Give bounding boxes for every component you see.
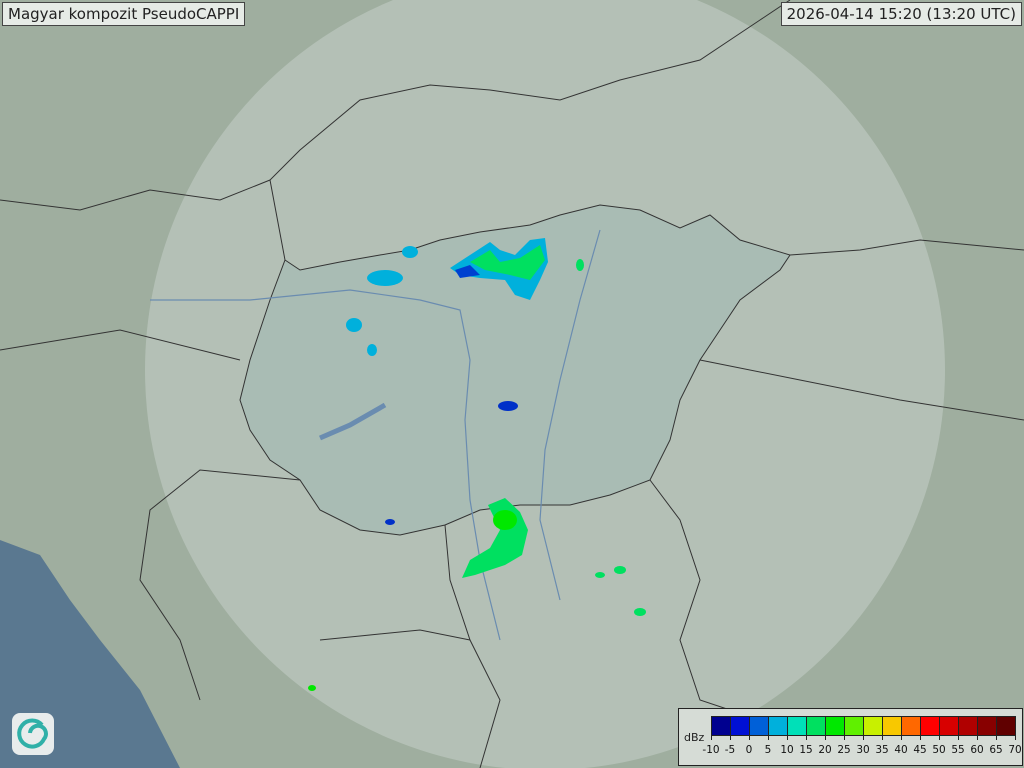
legend-swatch	[921, 717, 940, 735]
hungary-territory	[239, 204, 791, 536]
legend-swatch	[883, 717, 902, 735]
legend-tick-label: -5	[724, 744, 736, 756]
legend-tick-mark	[768, 735, 769, 740]
legend-tick-mark	[882, 735, 883, 740]
legend-tick-mark	[806, 735, 807, 740]
legend-tick-label: 65	[989, 744, 1003, 756]
legend-tick-mark	[939, 735, 940, 740]
legend-tick-label: 0	[745, 744, 753, 756]
legend-tick-mark	[711, 735, 712, 740]
legend-swatch	[940, 717, 959, 735]
legend-tick-label: 30	[856, 744, 870, 756]
timestamp: 2026-04-14 15:20 (13:20 UTC)	[780, 2, 1022, 26]
adriatic-sea	[0, 540, 180, 768]
legend-tick-mark	[844, 735, 845, 740]
legend-tick-mark	[977, 735, 978, 740]
legend-swatch	[864, 717, 883, 735]
legend-tick-label: 45	[913, 744, 927, 756]
legend-swatch	[712, 717, 731, 735]
legend-tick-label: 40	[894, 744, 908, 756]
legend-swatch	[902, 717, 921, 735]
legend-swatch	[845, 717, 864, 735]
legend-tick-mark	[920, 735, 921, 740]
legend-tick-mark	[787, 735, 788, 740]
legend-tick-label: 25	[837, 744, 851, 756]
legend-tick-label: 15	[799, 744, 813, 756]
legend-swatch	[750, 717, 769, 735]
legend-tick-mark	[749, 735, 750, 740]
legend-tick-mark	[863, 735, 864, 740]
legend-swatch	[769, 717, 788, 735]
legend-tick-label: 20	[818, 744, 832, 756]
legend-swatch	[788, 717, 807, 735]
legend-unit: dBz	[684, 731, 705, 744]
legend-swatch	[959, 717, 978, 735]
legend-ticks: -10 -5 0 5 10 15 20 25 30 35 40 45 50 55 60 65 70	[702, 735, 1022, 762]
legend-swatch	[826, 717, 845, 735]
legend-swatch	[978, 717, 997, 735]
legend-tick-label: 50	[932, 744, 946, 756]
legend-color-bar	[711, 716, 1016, 736]
legend-swatch	[807, 717, 826, 735]
legend-tick-label: 5	[764, 744, 772, 756]
legend-tick-mark	[996, 735, 997, 740]
rivers	[150, 229, 601, 641]
legend-tick-mark	[825, 735, 826, 740]
legend-tick-mark	[958, 735, 959, 740]
radar-echoes	[308, 238, 646, 691]
legend-tick-label: -10	[702, 744, 720, 756]
dbz-legend: dBz -10 -5 0 5 10 15 20 25 30 35 40 45 50 55 60 65 70	[678, 708, 1023, 766]
legend-tick-mark	[730, 735, 731, 740]
legend-tick-label: 35	[875, 744, 889, 756]
legend-tick-mark	[901, 735, 902, 740]
legend-tick-label: 60	[970, 744, 984, 756]
legend-swatch	[997, 717, 1015, 735]
legend-swatch	[731, 717, 750, 735]
legend-tick-label: 70	[1008, 744, 1022, 756]
legend-tick-label: 10	[780, 744, 794, 756]
swirl-logo-icon	[12, 713, 54, 755]
product-title: Magyar kompozit PseudoCAPPI	[2, 2, 246, 26]
legend-tick-label: 55	[951, 744, 965, 756]
legend-tick-mark	[1015, 735, 1016, 740]
